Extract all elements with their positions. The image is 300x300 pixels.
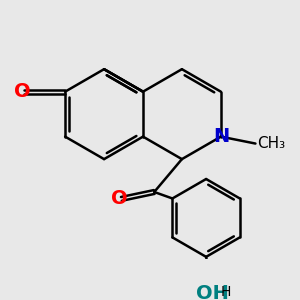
Text: O: O bbox=[14, 82, 30, 101]
Text: O: O bbox=[111, 188, 128, 208]
Text: H: H bbox=[221, 285, 231, 299]
Text: OH: OH bbox=[196, 284, 229, 300]
Text: CH₃: CH₃ bbox=[257, 136, 285, 151]
Text: N: N bbox=[214, 127, 230, 146]
